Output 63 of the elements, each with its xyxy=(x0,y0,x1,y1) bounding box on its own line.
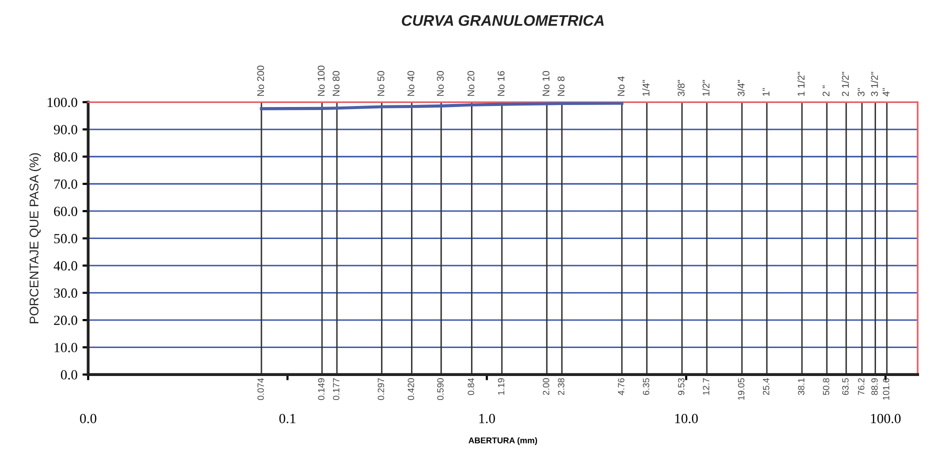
annotation: 1/2" xyxy=(702,80,710,96)
ref-line-label: 12.7 xyxy=(702,378,710,395)
ref-line-label: 1.19 xyxy=(498,378,504,395)
annotation: 3/4" xyxy=(737,80,745,96)
ref-line-label: 101.6 xyxy=(882,378,890,400)
annotation: No 100 xyxy=(318,66,325,96)
annotation: No 16 xyxy=(498,71,504,96)
ref-line-label: 0.149 xyxy=(318,378,324,400)
y-tick-label: 0.0 xyxy=(60,370,78,380)
ref-line-label: 38.1 xyxy=(798,378,804,396)
annotation: No 20 xyxy=(467,71,474,96)
annotation: No 80 xyxy=(332,71,340,96)
annotation: No 8 xyxy=(558,76,565,96)
ref-line-label: 6.35 xyxy=(642,378,650,395)
ref-line-label: 0.177 xyxy=(332,378,340,400)
annotation: No 50 xyxy=(377,71,384,96)
annotation: 3/8" xyxy=(677,80,685,96)
x-axis-title: ABERTURA (mm) xyxy=(468,437,538,445)
annotation: 2 1/2" xyxy=(842,72,849,96)
ref-line-label: 9.53 xyxy=(678,378,684,395)
ref-line-label: 4.76 xyxy=(618,378,624,396)
x-tick-label: 10.0 xyxy=(675,414,698,424)
ref-line-label: 19.05 xyxy=(738,378,744,400)
y-tick-label: 40.0 xyxy=(54,261,78,271)
x-tick-label: 100.0 xyxy=(871,414,901,424)
chart-title: CURVA GRANULOMETRICA xyxy=(402,15,604,26)
annotation: 1/4" xyxy=(642,80,650,96)
annotation: 2 " xyxy=(822,85,830,96)
y-tick-label: 70.0 xyxy=(54,179,78,189)
y-tick-label: 60.0 xyxy=(54,206,78,216)
y-tick-label: 30.0 xyxy=(54,288,78,298)
annotation: 3 1/2" xyxy=(870,72,878,96)
annotation: No 30 xyxy=(436,71,444,96)
annotation: 1" xyxy=(762,88,770,96)
ref-line-label: 0.297 xyxy=(378,378,384,400)
x-tick-label: 1.0 xyxy=(479,414,495,424)
annotation: No 4 xyxy=(618,76,625,96)
ref-line-label: 0.420 xyxy=(408,378,414,400)
x-tick-label: 0.1 xyxy=(279,414,296,424)
ref-line-label: 0.590 xyxy=(437,378,444,400)
ref-line-label: 2.38 xyxy=(558,378,564,395)
ref-line-label: 50.8 xyxy=(822,378,830,396)
y-axis-title: PORCENTAJE QUE PASA (%) xyxy=(29,153,41,324)
ref-line-label: 88.9 xyxy=(871,378,878,395)
annotation: No 200 xyxy=(257,66,264,96)
y-tick-label: 50.0 xyxy=(54,234,78,244)
ref-line-label: 63.5 xyxy=(842,378,849,395)
annotation: 3" xyxy=(858,88,865,96)
ref-line-label: 76.2 xyxy=(858,378,864,395)
x-tick-label: 0.0 xyxy=(80,414,96,424)
y-tick-label: 100.0 xyxy=(48,98,78,108)
y-tick-label: 80.0 xyxy=(54,152,78,162)
annotation: No 10 xyxy=(542,71,550,96)
ref-line-label: 0.84 xyxy=(468,378,474,396)
ref-line-label: 0.074 xyxy=(257,378,264,400)
annotation: 1 1/2" xyxy=(797,72,805,96)
ref-line-label: 25.4 xyxy=(762,378,770,395)
y-tick-label: 20.0 xyxy=(54,316,78,326)
ref-line-label: 2.00 xyxy=(542,378,550,395)
annotation: 4" xyxy=(882,88,890,96)
y-tick-label: 90.0 xyxy=(54,124,78,134)
y-tick-label: 10.0 xyxy=(54,342,78,352)
annotation: No 40 xyxy=(407,71,414,96)
